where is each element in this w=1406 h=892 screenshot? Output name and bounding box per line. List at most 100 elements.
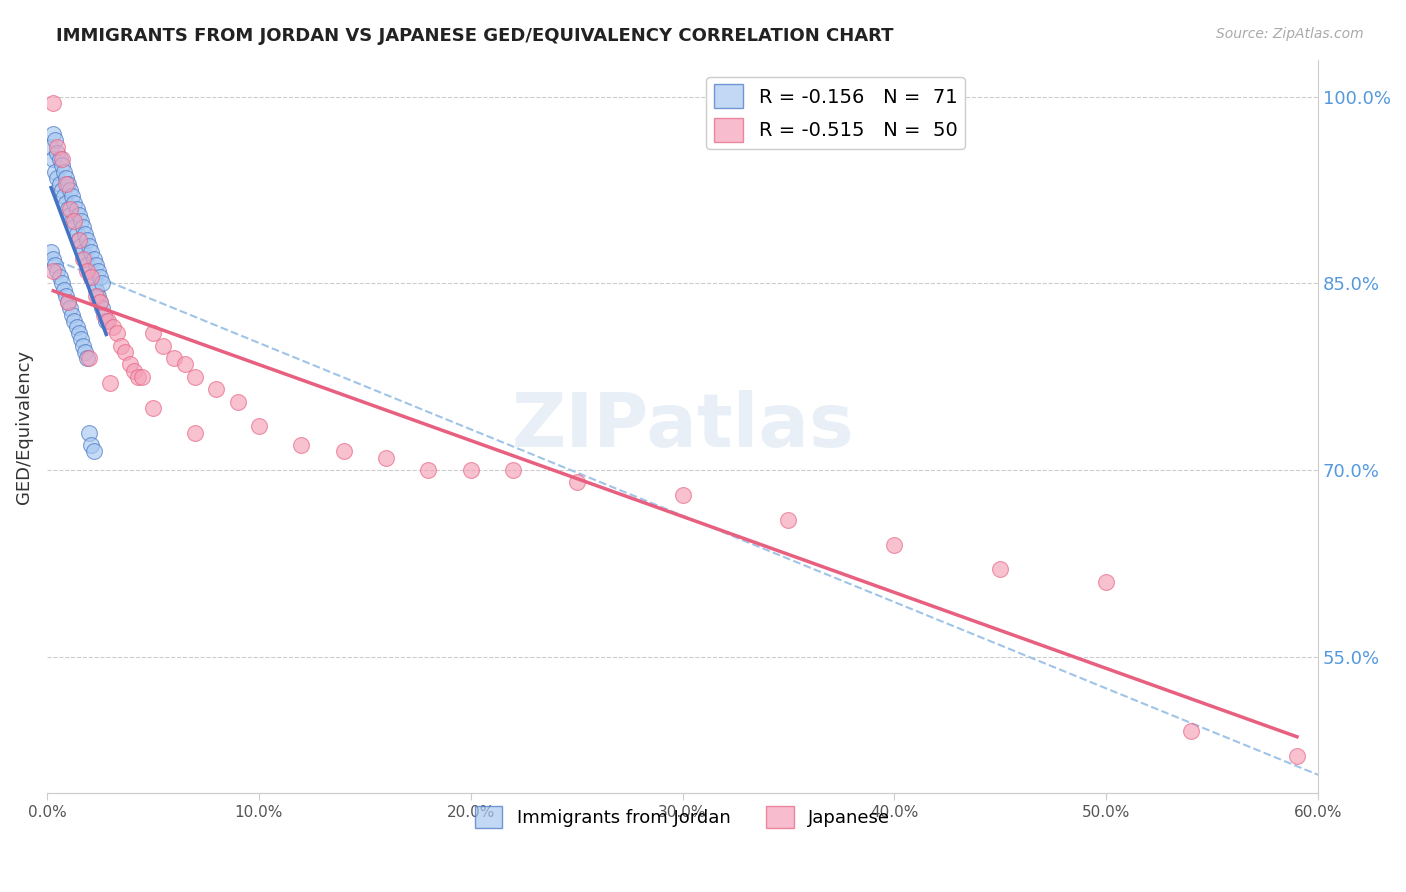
- Point: [48, 177, 70, 191]
- Point: [72, 252, 94, 266]
- Point: [1285, 749, 1308, 764]
- Point: [48, 152, 70, 166]
- Point: [80, 245, 103, 260]
- Point: [55, 177, 77, 191]
- Point: [89, 295, 111, 310]
- Point: [173, 357, 195, 371]
- Point: [142, 326, 165, 341]
- Point: [72, 245, 94, 260]
- Point: [42, 252, 65, 266]
- Point: [73, 344, 96, 359]
- Point: [1180, 724, 1202, 739]
- Point: [44, 164, 66, 178]
- Point: [142, 401, 165, 415]
- Point: [184, 425, 207, 440]
- Point: [100, 376, 122, 390]
- Point: [52, 283, 75, 297]
- Point: [184, 369, 207, 384]
- Text: ZIPatlas: ZIPatlas: [512, 390, 853, 463]
- Point: [460, 463, 482, 477]
- Point: [42, 264, 65, 278]
- Point: [73, 227, 96, 241]
- Text: Source: ZipAtlas.com: Source: ZipAtlas.com: [1216, 27, 1364, 41]
- Point: [63, 220, 86, 235]
- Point: [42, 96, 65, 111]
- Point: [69, 214, 91, 228]
- Point: [60, 308, 83, 322]
- Point: [59, 301, 82, 316]
- Point: [51, 277, 73, 291]
- Point: [418, 463, 440, 477]
- Point: [55, 195, 77, 210]
- Point: [290, 438, 312, 452]
- Point: [883, 538, 905, 552]
- Point: [51, 152, 73, 166]
- Point: [46, 170, 69, 185]
- Point: [77, 351, 100, 365]
- Legend: Immigrants from Jordan, Japanese: Immigrants from Jordan, Japanese: [468, 799, 897, 836]
- Point: [122, 363, 145, 377]
- Point: [97, 314, 120, 328]
- Point: [51, 158, 73, 172]
- Point: [76, 233, 98, 247]
- Point: [63, 314, 86, 328]
- Point: [67, 233, 90, 247]
- Point: [65, 202, 87, 216]
- Point: [65, 227, 87, 241]
- Point: [91, 301, 114, 316]
- Point: [63, 214, 86, 228]
- Point: [77, 264, 100, 278]
- Point: [56, 177, 79, 191]
- Point: [65, 320, 87, 334]
- Point: [46, 139, 69, 153]
- Point: [96, 314, 118, 328]
- Point: [76, 351, 98, 365]
- Point: [59, 183, 82, 197]
- Point: [93, 308, 115, 322]
- Y-axis label: GED/Equivalency: GED/Equivalency: [15, 350, 32, 504]
- Text: IMMIGRANTS FROM JORDAN VS JAPANESE GED/EQUIVALENCY CORRELATION CHART: IMMIGRANTS FROM JORDAN VS JAPANESE GED/E…: [56, 27, 894, 45]
- Point: [80, 438, 103, 452]
- Point: [48, 270, 70, 285]
- Point: [77, 425, 100, 440]
- Point: [39, 245, 62, 260]
- Point: [205, 382, 228, 396]
- Point: [67, 326, 90, 341]
- Point: [89, 295, 111, 310]
- Point: [118, 357, 141, 371]
- Point: [72, 220, 94, 235]
- Point: [60, 189, 83, 203]
- Point: [332, 444, 354, 458]
- Point: [55, 170, 77, 185]
- Point: [73, 252, 96, 266]
- Point: [114, 344, 136, 359]
- Point: [55, 289, 77, 303]
- Point: [226, 394, 249, 409]
- Point: [671, 488, 693, 502]
- Point: [988, 562, 1011, 576]
- Point: [105, 326, 128, 341]
- Point: [83, 444, 105, 458]
- Point: [60, 214, 83, 228]
- Point: [52, 189, 75, 203]
- Point: [247, 419, 270, 434]
- Point: [84, 283, 107, 297]
- Point: [39, 139, 62, 153]
- Point: [110, 338, 132, 352]
- Point: [87, 289, 110, 303]
- Point: [163, 351, 186, 365]
- Point: [67, 233, 90, 247]
- Point: [152, 338, 174, 352]
- Point: [80, 270, 103, 285]
- Point: [46, 145, 69, 160]
- Point: [67, 208, 90, 222]
- Point: [87, 264, 110, 278]
- Point: [131, 369, 153, 384]
- Point: [59, 208, 82, 222]
- Point: [69, 333, 91, 347]
- Point: [42, 127, 65, 141]
- Point: [84, 258, 107, 272]
- Point: [44, 133, 66, 147]
- Point: [52, 164, 75, 178]
- Point: [63, 195, 86, 210]
